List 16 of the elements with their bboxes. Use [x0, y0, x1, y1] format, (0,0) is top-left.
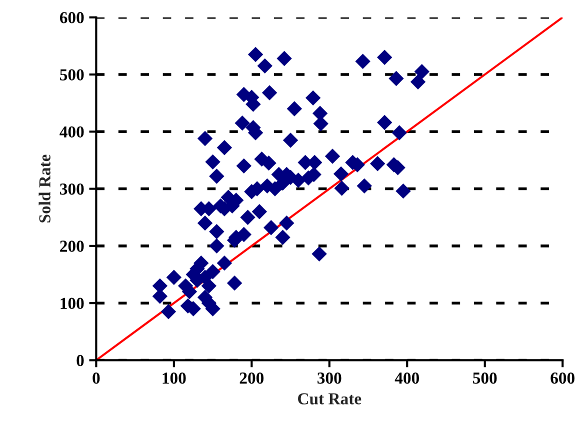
- x-tick-label: 600: [550, 372, 574, 384]
- y-tick-label: 400: [60, 126, 84, 138]
- x-tick-label: 400: [394, 372, 419, 384]
- y-tick-label: 500: [60, 69, 84, 80]
- y-axis-title: Sold Rate: [38, 154, 50, 222]
- x-tick-label: 100: [162, 372, 186, 384]
- x-tick-label: 500: [473, 372, 497, 384]
- y-tick-label: 100: [60, 298, 84, 310]
- x-tick-label: 300: [318, 372, 342, 384]
- x-tick-label: 200: [240, 372, 264, 384]
- y-tick-label: 0: [76, 354, 84, 366]
- y-tick-label: 600: [60, 12, 84, 24]
- x-axis-title: Cut Rate: [298, 393, 362, 404]
- y-tick-label: 300: [60, 183, 84, 195]
- x-tick-label: 0: [92, 372, 100, 384]
- y-tick-label: 200: [60, 240, 84, 252]
